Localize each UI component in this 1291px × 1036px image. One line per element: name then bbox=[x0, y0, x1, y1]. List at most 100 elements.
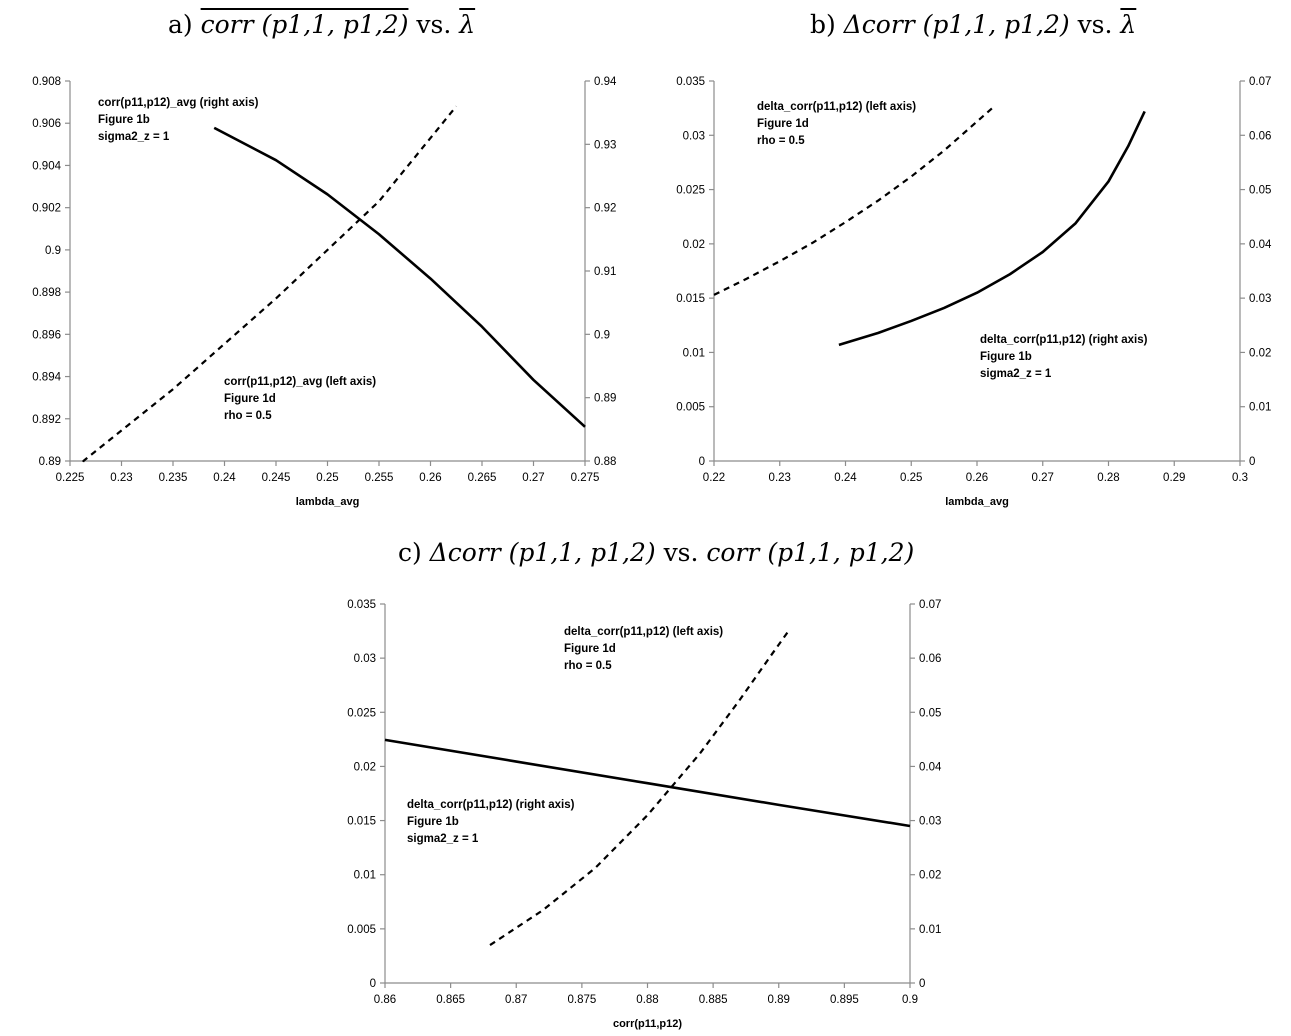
panel-a-annotation-line: corr(p11,p12)_avg (left axis) bbox=[224, 376, 376, 388]
panel-b-x-tick-label: 0.28 bbox=[1097, 472, 1119, 484]
panel-c-annotation-line: delta_corr(p11,p12) (left axis) bbox=[564, 626, 723, 638]
panel-c-x-tick-label: 0.885 bbox=[699, 994, 728, 1006]
panel-a-series-dashed-line bbox=[82, 105, 458, 463]
panel-a-yleft-tick-label: 0.908 bbox=[32, 76, 61, 88]
panel-b-yright-tick-label: 0.05 bbox=[1249, 185, 1271, 197]
panel-b-yleft-tick-label: 0.01 bbox=[683, 347, 705, 359]
panel-c-series-dashed-line bbox=[489, 629, 791, 947]
panel-b-series-solid-line bbox=[838, 110, 1146, 347]
panel-b-annotation-line: sigma2_z = 1 bbox=[980, 368, 1052, 380]
panel-c-yright-tick-label: 0.01 bbox=[919, 924, 941, 936]
panel-c-annotation-line: sigma2_z = 1 bbox=[407, 833, 479, 845]
panel-b-yright-tick-label: 0.01 bbox=[1249, 402, 1271, 414]
panel-a-yright-tick-label: 0.94 bbox=[594, 76, 617, 88]
panel-a-yleft-tick-label: 0.904 bbox=[32, 160, 61, 172]
panel-b-lambda: λ bbox=[1120, 10, 1137, 39]
panel-c-yleft-tick-label: 0.025 bbox=[347, 707, 376, 719]
panel-a-yleft-tick-label: 0.894 bbox=[32, 372, 61, 384]
panel-b-x-tick-label: 0.27 bbox=[1032, 472, 1054, 484]
panel-a-yright-tick-label: 0.9 bbox=[594, 329, 610, 341]
panel-a-x-tick-label: 0.25 bbox=[316, 472, 338, 484]
panel-b-yleft-tick-label: 0.015 bbox=[676, 293, 705, 305]
panel-b-yleft-tick-label: 0 bbox=[699, 456, 705, 468]
panel-c-prefix: c) bbox=[398, 538, 422, 567]
panel-c-x-tick-label: 0.88 bbox=[636, 994, 658, 1006]
panel-a-yleft-tick-label: 0.89 bbox=[39, 456, 61, 468]
panel-b-series-dashed-line bbox=[713, 106, 995, 296]
panel-c-x-tick-label: 0.86 bbox=[374, 994, 396, 1006]
panel-c-main: Δcorr (p1,1, p1,2) bbox=[429, 538, 656, 567]
panel-b-x-tick-label: 0.24 bbox=[834, 472, 857, 484]
panel-c-annotation-line: Figure 1d bbox=[564, 643, 616, 655]
panel-c-yleft-tick-label: 0.02 bbox=[354, 761, 376, 773]
panel-b-yright-tick-label: 0.07 bbox=[1249, 76, 1271, 88]
panel-a-annotation-line: Figure 1d bbox=[224, 393, 276, 405]
panel-c-yleft-tick-label: 0 bbox=[370, 978, 376, 990]
panel-c-yleft-tick-label: 0.03 bbox=[354, 653, 376, 665]
panel-a-x-tick-label: 0.27 bbox=[522, 472, 544, 484]
panel-a-prefix: a) bbox=[168, 10, 193, 39]
panel-b-annotation-line: rho = 0.5 bbox=[757, 135, 805, 147]
panel-c-yright-tick-label: 0.05 bbox=[919, 707, 941, 719]
panel-c-x-tick-label: 0.865 bbox=[436, 994, 465, 1006]
panel-c-x-tick-label: 0.9 bbox=[902, 994, 918, 1006]
panel-b-prefix: b) bbox=[810, 10, 836, 39]
panel-c-right: corr (p1,1, p1,2) bbox=[706, 538, 915, 567]
panel-b-annotation-line: Figure 1d bbox=[757, 118, 809, 130]
panel-a-annotation-line: sigma2_z = 1 bbox=[98, 131, 170, 143]
panel-c-x-axis-title: corr(p11,p12) bbox=[613, 1018, 682, 1030]
panel-a-annotation-line: rho = 0.5 bbox=[224, 410, 272, 422]
panel-c-yleft-tick-label: 0.015 bbox=[347, 816, 376, 828]
panel-b-x-tick-label: 0.29 bbox=[1163, 472, 1185, 484]
panel-c-yleft-tick-label: 0.035 bbox=[347, 599, 376, 611]
panel-a-yleft-tick-label: 0.9 bbox=[45, 245, 61, 257]
panel-a-series-solid-line bbox=[213, 126, 586, 428]
panel-c-yright-tick-label: 0 bbox=[919, 978, 925, 990]
panel-b-yright-tick-label: 0 bbox=[1249, 456, 1255, 468]
panel-c-yleft-tick-label: 0.01 bbox=[354, 870, 376, 882]
panel-a-yright-tick-label: 0.88 bbox=[594, 456, 616, 468]
panel-a-yright-tick-label: 0.93 bbox=[594, 139, 616, 151]
panel-a-x-tick-label: 0.275 bbox=[571, 472, 600, 484]
panel-c-x-tick-label: 0.875 bbox=[567, 994, 596, 1006]
panel-a-yright-tick-label: 0.91 bbox=[594, 266, 616, 278]
panel-c-title: c) Δcorr (p1,1, p1,2) vs. corr (p1,1, p1… bbox=[398, 538, 914, 567]
panel-c-annotation-line: rho = 0.5 bbox=[564, 660, 612, 672]
panel-a-yleft-tick-label: 0.902 bbox=[32, 203, 61, 215]
panel-b-x-axis-title: lambda_avg bbox=[945, 496, 1009, 508]
panel-a-x-tick-label: 0.235 bbox=[159, 472, 188, 484]
panel-a-x-tick-label: 0.26 bbox=[419, 472, 441, 484]
panel-b-yleft-tick-label: 0.03 bbox=[683, 130, 705, 142]
panel-c-yright-tick-label: 0.03 bbox=[919, 816, 941, 828]
panel-a-yleft-tick-label: 0.898 bbox=[32, 287, 61, 299]
panel-a-x-tick-label: 0.23 bbox=[110, 472, 132, 484]
panel-a-annotation-line: corr(p11,p12)_avg (right axis) bbox=[98, 97, 259, 109]
panel-c-vs: vs. bbox=[663, 538, 699, 567]
panel-b-yleft-tick-label: 0.005 bbox=[676, 402, 705, 414]
panel-c-x-tick-label: 0.895 bbox=[830, 994, 859, 1006]
panel-a-x-tick-label: 0.245 bbox=[262, 472, 291, 484]
panel-b-x-tick-label: 0.23 bbox=[769, 472, 791, 484]
panel-c-annotation-line: Figure 1b bbox=[407, 816, 459, 828]
panel-c-annotation-line: delta_corr(p11,p12) (right axis) bbox=[407, 799, 575, 811]
panel-a-yright-tick-label: 0.89 bbox=[594, 393, 616, 405]
panel-c-yright-tick-label: 0.04 bbox=[919, 761, 942, 773]
panel-b-yleft-tick-label: 0.025 bbox=[676, 185, 705, 197]
panel-a-yleft-tick-label: 0.906 bbox=[32, 118, 61, 130]
panel-c-x-tick-label: 0.87 bbox=[505, 994, 527, 1006]
panel-b-title: b) Δcorr (p1,1, p1,2) vs. λ bbox=[810, 10, 1136, 39]
panel-b-annotation-line: Figure 1b bbox=[980, 351, 1032, 363]
panel-a-main: corr (p1,1, p1,2) bbox=[200, 10, 409, 39]
panel-a-yleft-tick-label: 0.892 bbox=[32, 414, 61, 426]
panel-b-annotation-line: delta_corr(p11,p12) (right axis) bbox=[980, 334, 1148, 346]
panel-a-x-tick-label: 0.255 bbox=[365, 472, 394, 484]
panel-b-yright-tick-label: 0.04 bbox=[1249, 239, 1272, 251]
panel-a-annotation-line: Figure 1b bbox=[98, 114, 150, 126]
panel-b-annotation-line: delta_corr(p11,p12) (left axis) bbox=[757, 101, 916, 113]
panel-c-yright-tick-label: 0.07 bbox=[919, 599, 941, 611]
panel-a-x-tick-label: 0.225 bbox=[56, 472, 85, 484]
panel-c-x-tick-label: 0.89 bbox=[768, 994, 790, 1006]
panel-b-yright-tick-label: 0.06 bbox=[1249, 130, 1271, 142]
panel-a-yright-tick-label: 0.92 bbox=[594, 203, 616, 215]
